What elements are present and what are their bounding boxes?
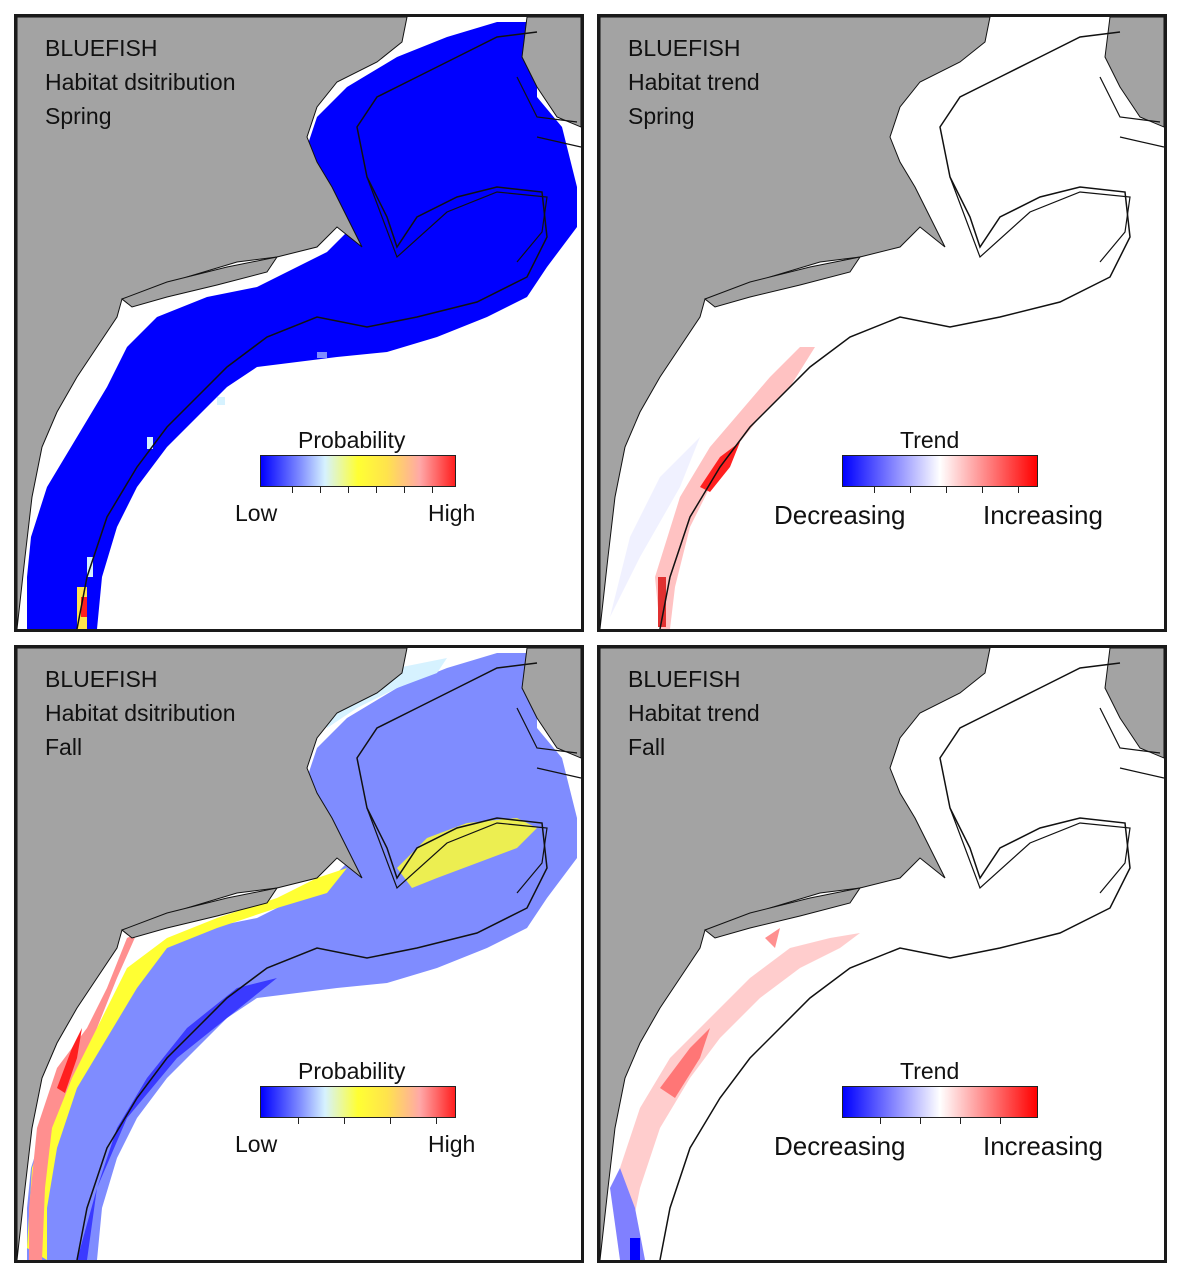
metric-label: Habitat trend (628, 69, 760, 95)
species-label: BLUEFISH (628, 666, 741, 692)
distribution-map-spring (17, 17, 581, 629)
legend-colorbar (260, 455, 456, 487)
map-panel-distribution-spring: BLUEFISH Habitat dsitribution Spring Pro… (14, 14, 584, 632)
long-island (121, 887, 279, 939)
shelf-outline (76, 662, 548, 1260)
probability-legend: Probability Low High (232, 427, 492, 527)
nova-scotia (521, 648, 581, 759)
map-panel-trend-spring: BLUEFISH Habitat trend Spring Trend Decr… (597, 14, 1167, 632)
map-panel-distribution-fall: BLUEFISH Habitat dsitribution Fall Proba… (14, 645, 584, 1263)
georges-bank-outline (366, 176, 548, 263)
legend-title: Probability (298, 427, 406, 453)
legend-high-label: High (428, 500, 476, 526)
georges-bank-outline (949, 176, 1131, 263)
long-island (704, 887, 862, 939)
species-label: BLUEFISH (45, 35, 158, 61)
georges-bank-outline (949, 807, 1131, 894)
legend-colorbar (842, 455, 1038, 487)
shelf-outline (659, 31, 1131, 629)
trend-map-fall (600, 648, 1164, 1260)
species-label: BLUEFISH (45, 666, 158, 692)
scotian-outline (516, 707, 581, 779)
nova-scotia (1104, 648, 1164, 759)
trend-legend: Trend Decreasing Increasing (770, 427, 1130, 530)
scotian-outline (516, 76, 581, 148)
legend-title: Trend (900, 1058, 960, 1084)
legend-high-label: High (428, 1131, 476, 1157)
probability-legend: Probability Low High (232, 1058, 492, 1158)
long-island (704, 256, 862, 308)
legend-high-label: Increasing (983, 1131, 1103, 1161)
metric-label: Habitat dsitribution (45, 700, 236, 726)
habitat-area (27, 653, 577, 1260)
species-label: BLUEFISH (628, 35, 741, 61)
long-island (121, 256, 279, 308)
legend-low-label: Decreasing (774, 500, 906, 530)
metric-label: Habitat dsitribution (45, 69, 236, 95)
legend-low-label: Low (235, 500, 278, 526)
season-label: Fall (45, 734, 83, 760)
legend-colorbar (842, 1086, 1038, 1118)
metric-label: Habitat trend (628, 700, 760, 726)
legend-high-label: Increasing (983, 500, 1103, 530)
shelf-outline (76, 31, 548, 629)
trend-decrease-area (610, 1168, 645, 1260)
legend-low-label: Decreasing (774, 1131, 906, 1161)
distribution-map-fall (17, 648, 581, 1260)
scotian-outline (1099, 76, 1164, 148)
map-panel-trend-fall: BLUEFISH Habitat trend Fall Trend Decrea… (597, 645, 1167, 1263)
legend-title: Probability (298, 1058, 406, 1084)
season-label: Spring (628, 103, 695, 129)
trend-legend: Trend Decreasing Increasing (770, 1058, 1130, 1161)
shelf-outline (659, 662, 1131, 1260)
legend-colorbar (260, 1086, 456, 1118)
nova-scotia (1104, 17, 1164, 128)
legend-low-label: Low (235, 1131, 278, 1157)
habitat-area (27, 22, 577, 629)
scotian-outline (1099, 707, 1164, 779)
season-label: Spring (45, 103, 112, 129)
trend-map-spring (600, 17, 1164, 629)
season-label: Fall (628, 734, 666, 760)
legend-title: Trend (900, 427, 960, 453)
nova-scotia (521, 17, 581, 128)
georges-bank-outline (366, 807, 548, 894)
trend-increase-area (655, 347, 815, 629)
